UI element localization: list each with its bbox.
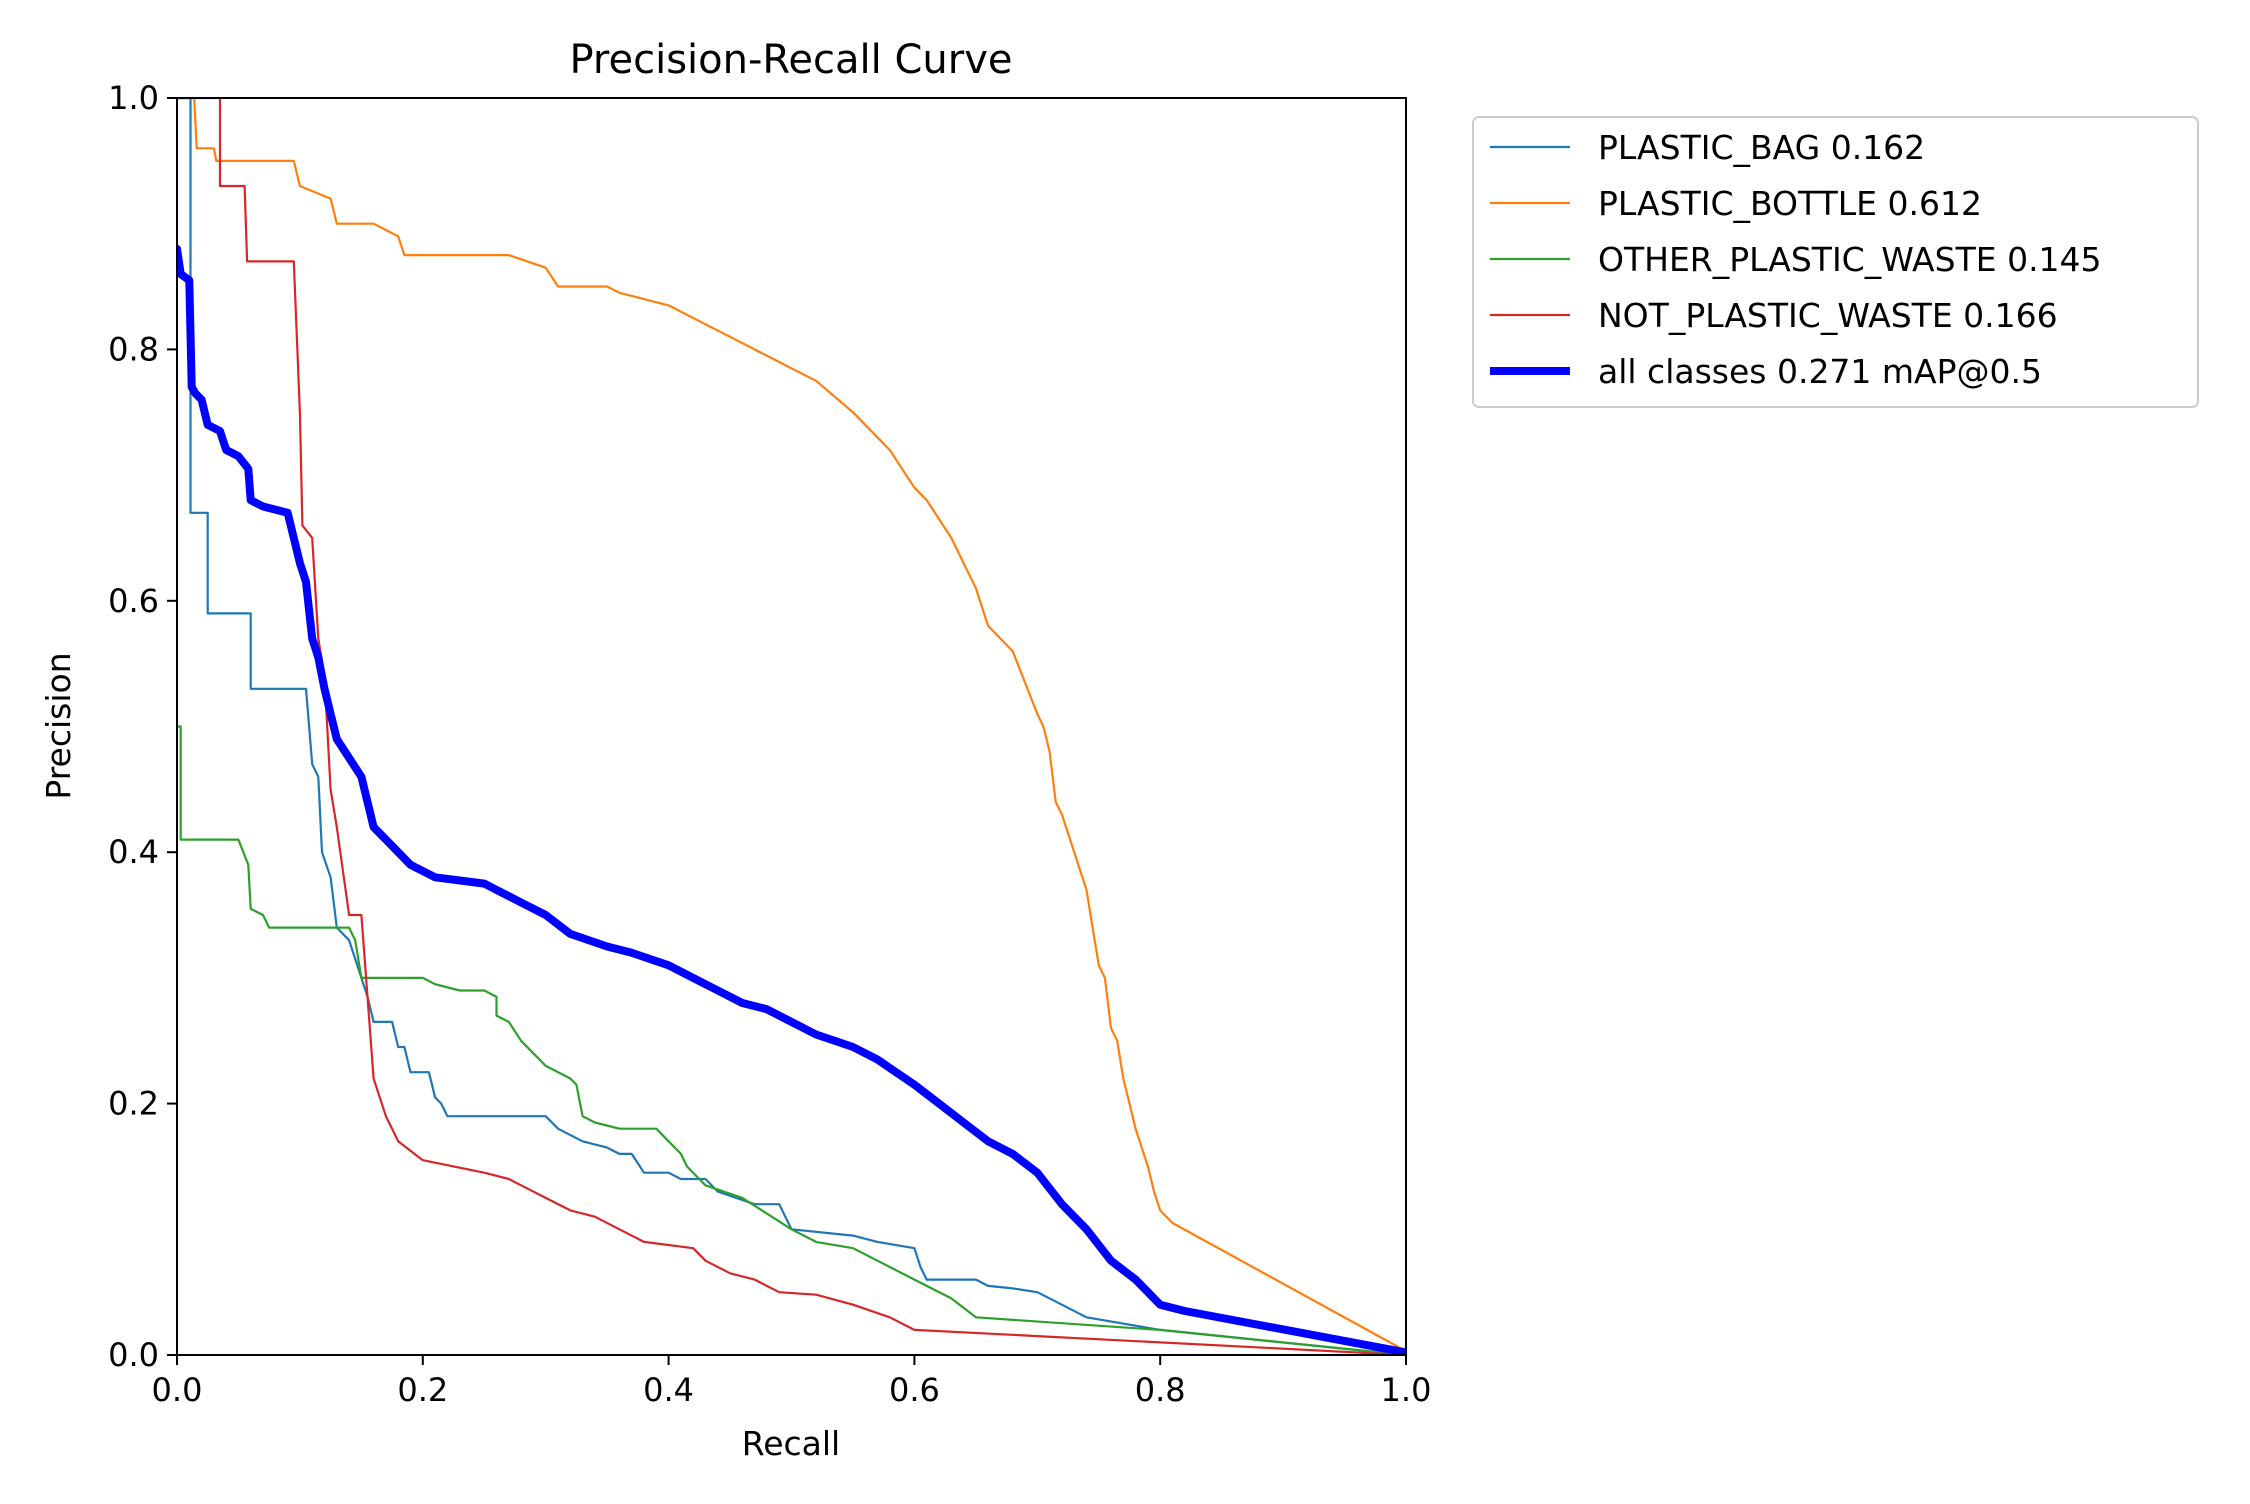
x-tick-label: 0.2 xyxy=(397,1371,448,1409)
y-axis: 0.0 0.2 0.4 0.6 0.8 1.0 xyxy=(108,79,177,1374)
legend-label: NOT_PLASTIC_WASTE 0.166 xyxy=(1598,296,2058,335)
chart-title: Precision-Recall Curve xyxy=(570,37,1013,83)
legend: PLASTIC_BAG 0.162 PLASTIC_BOTTLE 0.612 OTH… xyxy=(1472,116,2199,408)
y-axis-label: Precision xyxy=(39,652,78,799)
series-line-3 xyxy=(177,98,1406,1355)
y-tick-label: 0.6 xyxy=(108,582,159,620)
legend-label: all classes 0.271 mAP@0.5 xyxy=(1598,352,2042,391)
y-tick-label: 1.0 xyxy=(108,79,159,117)
y-tick-label: 0.8 xyxy=(108,330,159,368)
x-tick-label: 0.8 xyxy=(1135,1371,1186,1409)
plot-frame xyxy=(176,97,1407,1356)
series-line-0 xyxy=(177,98,1406,1355)
x-tick-label: 0.0 xyxy=(152,1371,203,1409)
series-line-1 xyxy=(177,98,1406,1353)
x-tick-label: 0.4 xyxy=(643,1371,694,1409)
series-line-4 xyxy=(177,244,1406,1355)
y-tick-label: 0.0 xyxy=(108,1336,159,1374)
x-axis-label: Recall xyxy=(742,1424,840,1463)
y-tick-label: 0.4 xyxy=(108,833,159,871)
legend-label: OTHER_PLASTIC_WASTE 0.145 xyxy=(1598,240,2102,279)
series-line-2 xyxy=(177,725,1406,1355)
legend-label: PLASTIC_BOTTLE 0.612 xyxy=(1598,184,1982,223)
legend-label: PLASTIC_BAG 0.162 xyxy=(1598,128,1925,167)
x-axis: 0.0 0.2 0.4 0.6 0.8 1.0 xyxy=(152,1355,1432,1409)
x-tick-label: 1.0 xyxy=(1381,1371,1432,1409)
y-tick-label: 0.2 xyxy=(108,1085,159,1123)
x-tick-label: 0.6 xyxy=(889,1371,940,1409)
legend-frame xyxy=(1472,116,2199,408)
